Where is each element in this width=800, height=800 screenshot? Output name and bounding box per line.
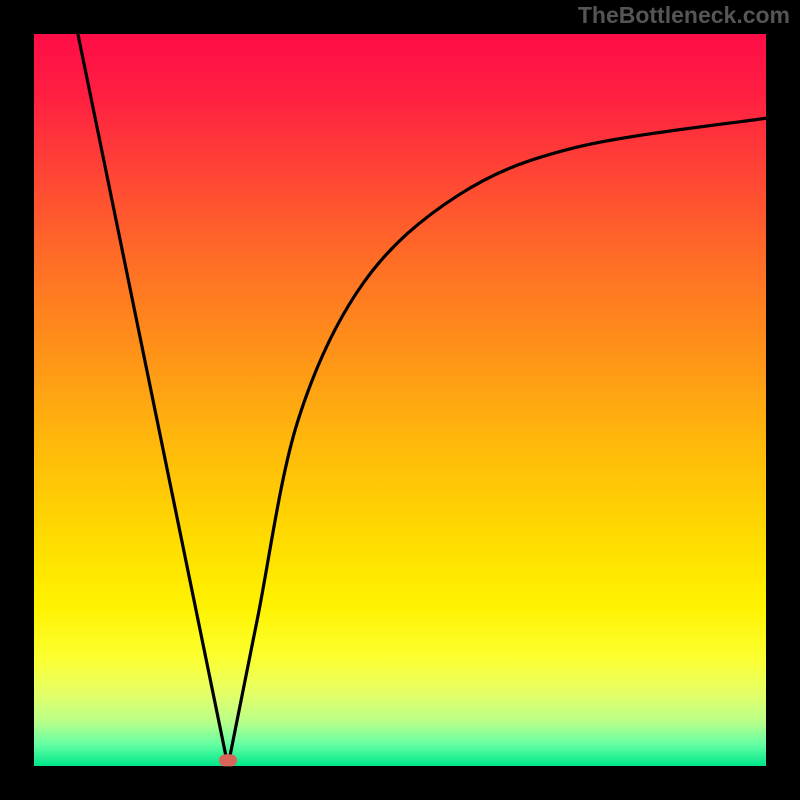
gradient-background xyxy=(34,34,766,766)
bottleneck-chart xyxy=(0,0,800,800)
chart-container: { "watermark": { "text": "TheBottleneck.… xyxy=(0,0,800,800)
notch-marker xyxy=(219,754,237,766)
watermark-text: TheBottleneck.com xyxy=(578,2,790,29)
